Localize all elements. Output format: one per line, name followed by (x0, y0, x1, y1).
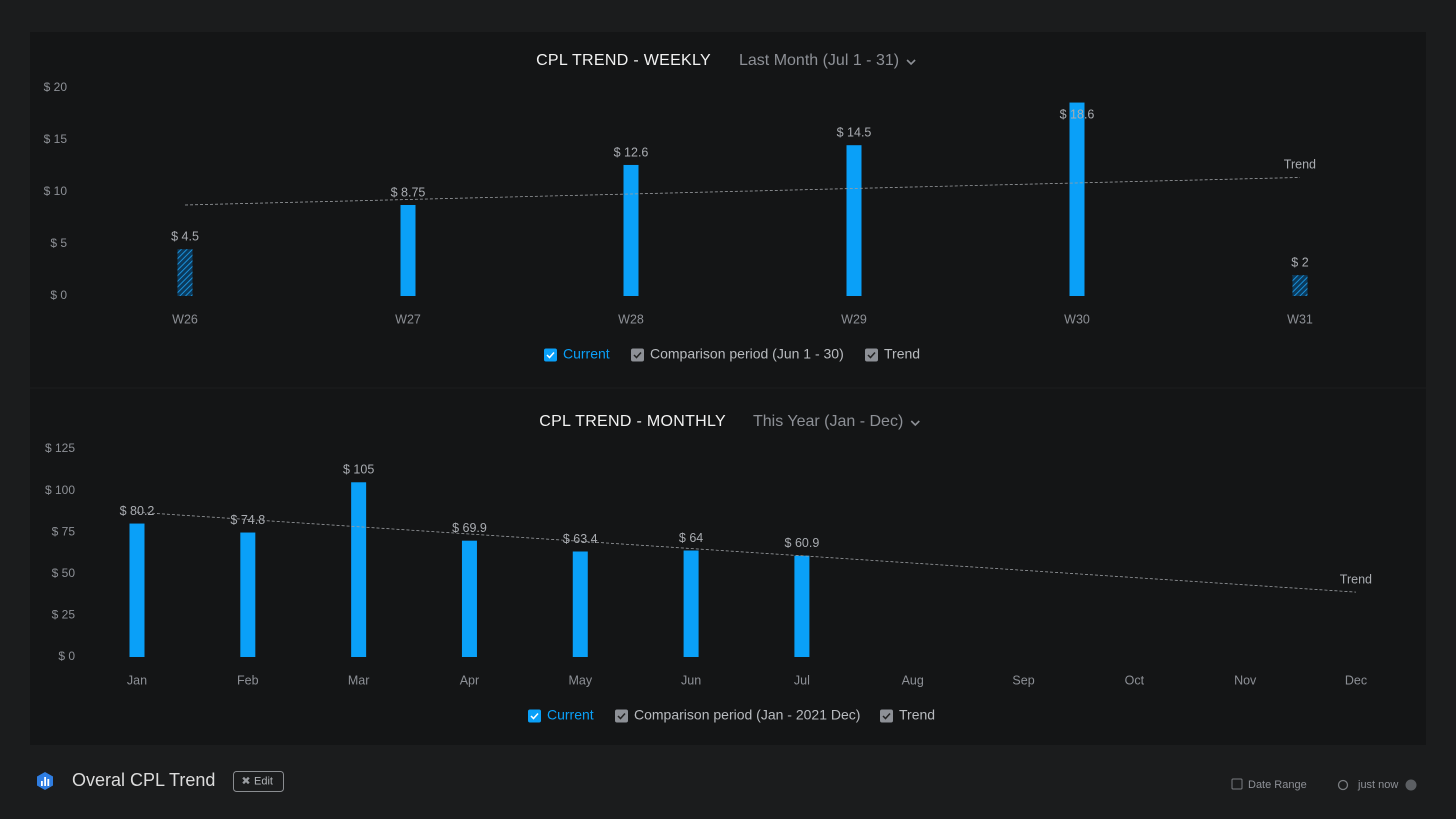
x-tick-label: Apr (460, 673, 479, 687)
widget-title: Overal CPL Trend (72, 770, 215, 790)
info-icon[interactable] (1405, 779, 1417, 791)
updated: just now (1357, 779, 1398, 791)
y-tick-label: $ 75 (52, 524, 76, 538)
check-mark (546, 351, 555, 359)
x-tick-label: May (568, 673, 592, 687)
bar (1069, 102, 1085, 296)
trend-label: Trend (1284, 158, 1316, 172)
legend-label: Current (563, 346, 610, 362)
check-mark (882, 712, 891, 720)
data-label: $ 8.75 (391, 185, 426, 199)
y-tick-label: $ 0 (58, 649, 75, 663)
data-label: $ 60.9 (785, 536, 820, 550)
y-tick-label: $ 5 (50, 236, 67, 250)
bar (1292, 275, 1308, 296)
x-tick-label: Dec (1345, 673, 1367, 687)
footer: Overal CPL Trend ✖ Edit Date Range just … (37, 770, 1417, 792)
x-tick-label: Feb (237, 673, 259, 687)
x-tick-label: Jan (127, 673, 147, 687)
bar (240, 532, 256, 657)
icon-bar (41, 781, 43, 786)
date-range[interactable]: Date Range (1248, 779, 1307, 791)
data-label: $ 64 (679, 531, 703, 545)
bar (683, 550, 699, 657)
y-tick-label: $ 50 (52, 566, 76, 580)
x-tick-label: Jun (681, 673, 701, 687)
legend-checkbox[interactable] (615, 709, 628, 723)
edit-icon: ✖ (241, 775, 250, 787)
legend-label: Comparison period (Jan - 2021 Dec) (634, 707, 860, 723)
check-mark (530, 712, 539, 720)
legend-checkbox[interactable] (544, 348, 557, 362)
data-label: $ 63.4 (563, 532, 598, 546)
chart-title: CPL TREND - MONTHLY (539, 413, 726, 430)
check-mark (633, 351, 642, 359)
bar (794, 555, 810, 657)
edit-label[interactable]: Edit (254, 775, 273, 787)
legend-label: Comparison period (Jun 1 - 30) (650, 346, 844, 362)
x-tick-label: W30 (1064, 312, 1090, 326)
y-tick-label: $ 20 (44, 80, 68, 94)
period-selector[interactable]: Last Month (Jul 1 - 31) (739, 52, 899, 69)
icon-bar (47, 779, 50, 786)
bar (461, 540, 477, 657)
dropdown-chevron (906, 59, 916, 66)
x-tick-label: W26 (172, 312, 198, 326)
charts: CPL TREND - WEEKLY Last Month (Jul 1 - 31… (44, 52, 1372, 722)
x-tick-label: Oct (1125, 673, 1145, 687)
trend-label: Trend (1340, 572, 1372, 586)
bar (351, 482, 367, 657)
data-label: $ 18.6 (1060, 107, 1095, 121)
x-tick-label: Sep (1012, 673, 1034, 687)
y-tick-label: $ 0 (50, 288, 67, 302)
x-tick-label: W27 (395, 312, 421, 326)
x-tick-label: Nov (1234, 673, 1257, 687)
x-tick-label: W31 (1287, 312, 1313, 326)
bar (129, 523, 145, 657)
dropdown-chevron (910, 420, 920, 427)
period-selector[interactable]: This Year (Jan - Dec) (753, 413, 903, 430)
data-label: $ 80.2 (120, 504, 155, 518)
x-tick-label: Jul (794, 673, 810, 687)
data-label: $ 2 (1291, 255, 1308, 269)
icon-bar (44, 777, 46, 786)
check-mark (867, 351, 876, 359)
bar (623, 164, 639, 296)
x-tick-label: Mar (348, 673, 370, 687)
data-label: $ 4.5 (171, 229, 199, 243)
legend-label: Trend (884, 346, 920, 362)
legend-label: Current (547, 707, 594, 723)
trend-line (184, 177, 1301, 206)
y-tick-label: $ 25 (52, 608, 76, 622)
y-tick-label: $ 15 (44, 132, 68, 146)
data-label: $ 105 (343, 463, 374, 477)
bar (572, 551, 588, 657)
legend-checkbox[interactable] (880, 709, 893, 723)
y-tick-label: $ 10 (44, 184, 68, 198)
bar (846, 145, 862, 296)
check-mark (617, 712, 626, 720)
refresh-icon[interactable] (1337, 779, 1349, 791)
legend-checkbox[interactable] (528, 709, 541, 723)
calendar-icon (1231, 778, 1243, 790)
legend-checkbox[interactable] (865, 348, 878, 362)
data-label: $ 12.6 (614, 145, 649, 159)
x-tick-label: Aug (902, 673, 924, 687)
bar (400, 205, 416, 296)
y-tick-label: $ 125 (45, 441, 75, 455)
trend-line (136, 511, 1357, 593)
y-tick-label: $ 100 (45, 483, 75, 497)
data-label: $ 14.5 (837, 125, 872, 139)
x-tick-label: W29 (841, 312, 867, 326)
data-label: $ 69.9 (452, 521, 487, 535)
bar (177, 249, 193, 296)
chart-title: CPL TREND - WEEKLY (536, 52, 711, 69)
legend-checkbox[interactable] (631, 348, 644, 362)
edit-button[interactable] (233, 771, 284, 792)
x-tick-label: W28 (618, 312, 644, 326)
legend-label: Trend (899, 707, 935, 723)
